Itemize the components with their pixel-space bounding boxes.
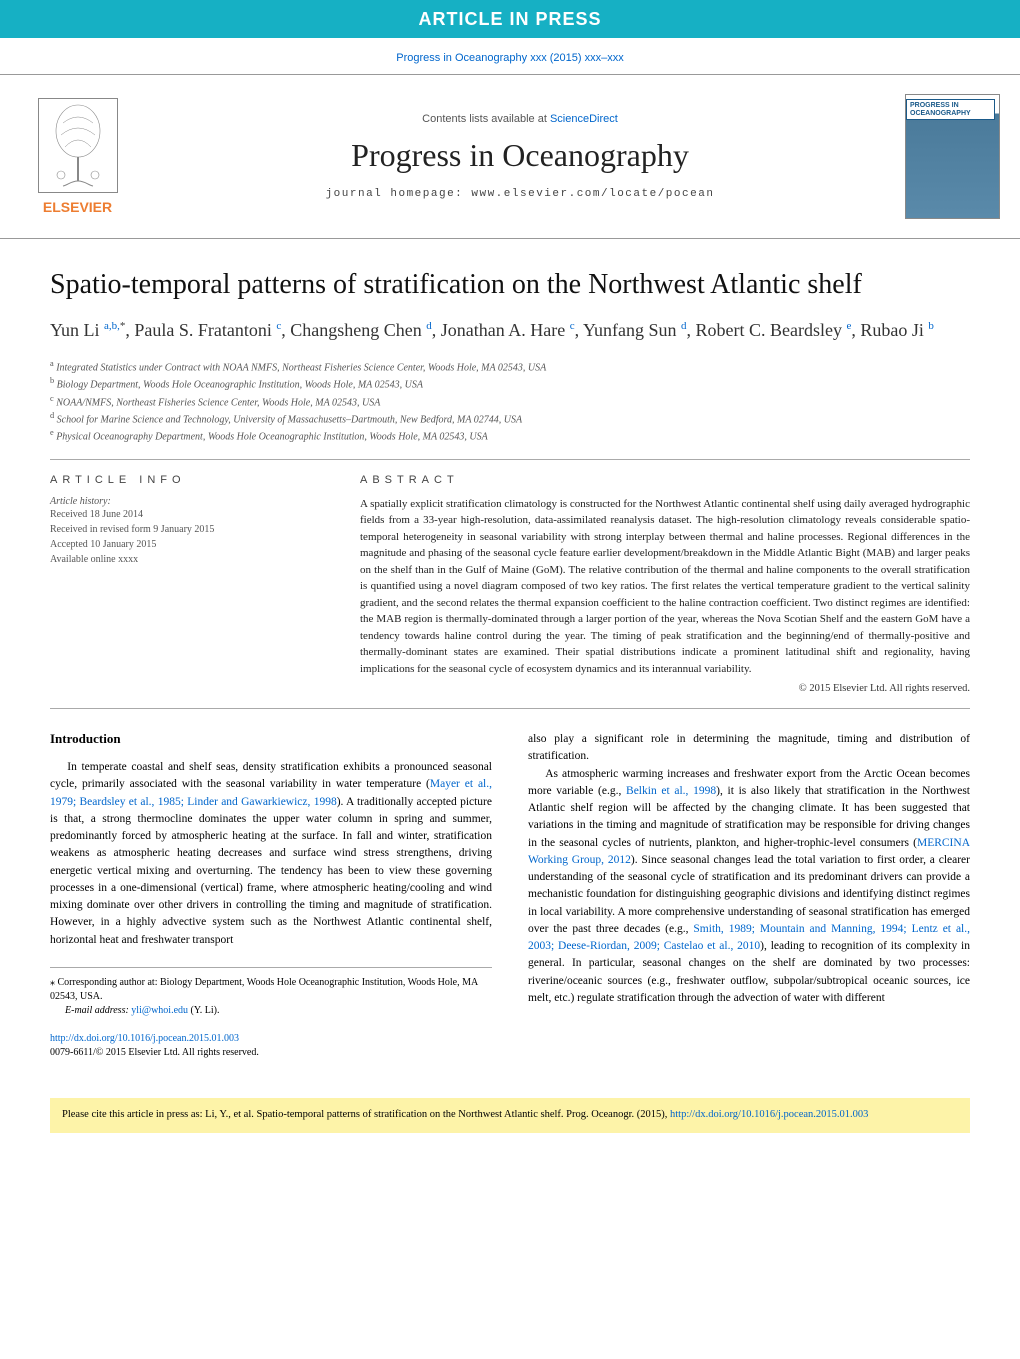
- article-title: Spatio-temporal patterns of stratificati…: [50, 269, 970, 301]
- cite-doi-link[interactable]: http://dx.doi.org/10.1016/j.pocean.2015.…: [670, 1109, 868, 1120]
- author: Paula S. Fratantoni c: [134, 320, 281, 340]
- doi-block: http://dx.doi.org/10.1016/j.pocean.2015.…: [50, 1032, 492, 1060]
- affiliation-list: a Integrated Statistics under Contract w…: [50, 358, 970, 445]
- author: Jonathan A. Hare c: [441, 320, 575, 340]
- two-column-body: Introduction In temperate coastal and sh…: [50, 731, 970, 1060]
- journal-cover-thumbnail: PROGRESS IN OCEANOGRAPHY: [905, 94, 1000, 219]
- history-label: Article history:: [50, 496, 320, 507]
- author: Rubao Ji b: [860, 320, 934, 340]
- right-column: also play a significant role in determin…: [528, 731, 970, 1060]
- abstract-copyright: © 2015 Elsevier Ltd. All rights reserved…: [360, 683, 970, 694]
- author: Robert C. Beardsley e: [695, 320, 851, 340]
- sciencedirect-link[interactable]: ScienceDirect: [550, 113, 618, 125]
- contents-text: Contents lists available at: [422, 113, 550, 125]
- author: Yun Li a,b,*: [50, 320, 125, 340]
- email-line: E-mail address: yli@whoi.edu (Y. Li).: [50, 1004, 492, 1018]
- affiliation: e Physical Oceanography Department, Wood…: [50, 427, 970, 444]
- body-paragraph: In temperate coastal and shelf seas, den…: [50, 759, 492, 949]
- issn-copyright-line: 0079-6611/© 2015 Elsevier Ltd. All right…: [50, 1046, 492, 1060]
- journal-homepage-line[interactable]: journal homepage: www.elsevier.com/locat…: [135, 188, 905, 200]
- banner-text: ARTICLE IN PRESS: [418, 9, 601, 30]
- history-item: Received 18 June 2014: [50, 507, 320, 522]
- footnotes: ⁎ Corresponding author at: Biology Depar…: [50, 967, 492, 1018]
- citation-link[interactable]: Belkin et al., 1998: [626, 785, 716, 797]
- email-label: E-mail address:: [65, 1005, 131, 1016]
- article-reference-line: Progress in Oceanography xxx (2015) xxx–…: [0, 38, 1020, 74]
- abstract-block: ABSTRACT A spatially explicit stratifica…: [360, 474, 970, 695]
- body-paragraph: also play a significant role in determin…: [528, 731, 970, 766]
- corresponding-author-note: ⁎ Corresponding author at: Biology Depar…: [50, 976, 492, 1004]
- email-link[interactable]: yli@whoi.edu: [131, 1005, 188, 1016]
- info-abstract-row: ARTICLE INFO Article history: Received 1…: [50, 459, 970, 710]
- article-body: Spatio-temporal patterns of stratificati…: [0, 239, 1020, 1080]
- affiliation: a Integrated Statistics under Contract w…: [50, 358, 970, 375]
- article-info-heading: ARTICLE INFO: [50, 474, 320, 486]
- author-list: Yun Li a,b,*, Paula S. Fratantoni c, Cha…: [50, 317, 970, 344]
- elsevier-logo: ELSEVIER: [20, 98, 135, 215]
- introduction-heading: Introduction: [50, 731, 492, 747]
- affiliation: c NOAA/NMFS, Northeast Fisheries Science…: [50, 393, 970, 410]
- cite-this-article-box: Please cite this article in press as: Li…: [50, 1098, 970, 1133]
- journal-cover-title: PROGRESS IN OCEANOGRAPHY: [906, 99, 995, 120]
- author: Yunfang Sun d: [583, 320, 687, 340]
- abstract-text: A spatially explicit stratification clim…: [360, 496, 970, 678]
- affiliation: b Biology Department, Woods Hole Oceanog…: [50, 375, 970, 392]
- elsevier-label: ELSEVIER: [43, 199, 112, 215]
- doi-link[interactable]: http://dx.doi.org/10.1016/j.pocean.2015.…: [50, 1033, 239, 1044]
- history-item: Accepted 10 January 2015: [50, 537, 320, 552]
- article-info-block: ARTICLE INFO Article history: Received 1…: [50, 474, 320, 695]
- journal-header: ELSEVIER Contents lists available at Sci…: [0, 74, 1020, 239]
- author: Changsheng Chen d: [290, 320, 431, 340]
- body-paragraph: As atmospheric warming increases and fre…: [528, 766, 970, 1008]
- article-in-press-banner: ARTICLE IN PRESS: [0, 0, 1020, 38]
- elsevier-tree-icon: [38, 98, 118, 193]
- contents-list-line: Contents lists available at ScienceDirec…: [135, 113, 905, 125]
- left-column: Introduction In temperate coastal and sh…: [50, 731, 492, 1060]
- abstract-heading: ABSTRACT: [360, 474, 970, 486]
- affiliation: d School for Marine Science and Technolo…: [50, 410, 970, 427]
- journal-header-center: Contents lists available at ScienceDirec…: [135, 113, 905, 200]
- journal-title: Progress in Oceanography: [135, 137, 905, 174]
- article-reference-link[interactable]: Progress in Oceanography xxx (2015) xxx–…: [396, 52, 623, 64]
- history-item: Available online xxxx: [50, 552, 320, 567]
- history-item: Received in revised form 9 January 2015: [50, 522, 320, 537]
